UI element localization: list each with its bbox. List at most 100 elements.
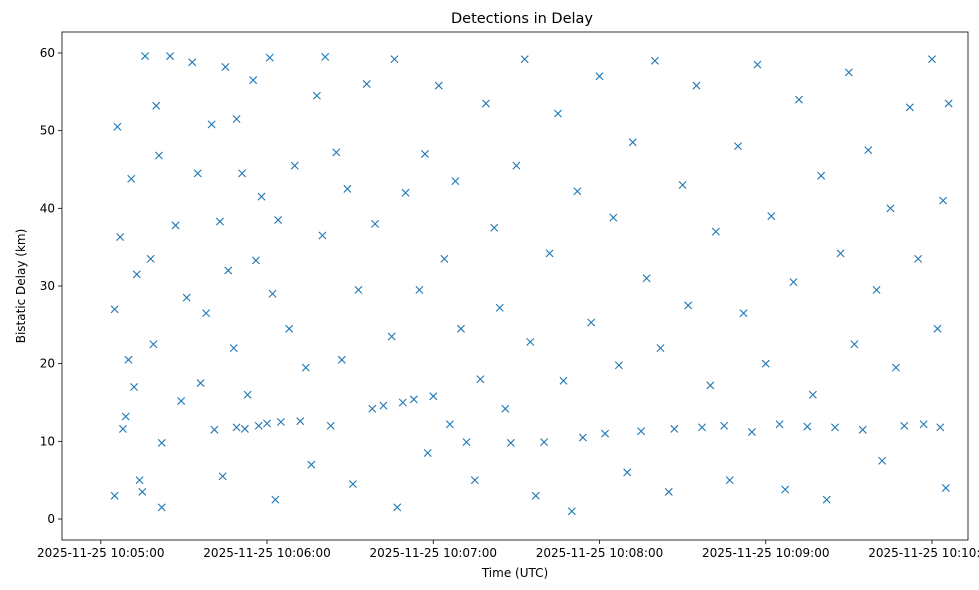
x-tick-label: 2025-11-25 10:07:00	[370, 546, 497, 560]
data-point	[844, 68, 853, 77]
data-point	[232, 115, 241, 123]
data-point	[462, 438, 471, 447]
data-point	[240, 424, 249, 433]
plot-frame	[61, 31, 969, 541]
data-point	[939, 196, 948, 205]
data-point	[927, 55, 936, 64]
data-point	[401, 188, 410, 197]
data-point	[831, 423, 839, 432]
data-point	[429, 392, 438, 401]
data-point	[154, 151, 163, 160]
data-point	[290, 161, 299, 170]
data-point	[678, 181, 687, 190]
data-point	[850, 340, 859, 349]
data-point	[795, 95, 803, 104]
data-point	[747, 428, 756, 437]
data-point	[506, 438, 515, 447]
data-point	[490, 223, 499, 232]
data-point	[451, 177, 460, 186]
data-point	[268, 289, 277, 298]
data-point	[157, 503, 166, 512]
data-point	[864, 146, 873, 155]
y-tick-label: 20	[40, 357, 55, 371]
data-point	[124, 355, 133, 364]
data-point	[526, 337, 535, 346]
data-point	[670, 424, 679, 433]
data-point	[836, 249, 845, 258]
data-point	[495, 303, 504, 312]
data-point	[803, 422, 812, 431]
data-point	[481, 99, 490, 108]
data-point	[775, 420, 784, 429]
data-point	[271, 495, 280, 504]
data-point	[936, 423, 945, 432]
data-point	[822, 495, 831, 504]
data-point	[171, 221, 180, 230]
data-point	[135, 476, 144, 485]
data-point	[423, 449, 432, 457]
x-tick-label: 2025-11-25 10:10:00	[868, 546, 979, 560]
data-point	[113, 122, 122, 131]
data-point	[182, 293, 191, 302]
data-point	[312, 91, 321, 100]
data-point	[321, 52, 330, 61]
data-point	[767, 212, 776, 221]
data-point	[362, 80, 371, 89]
data-point	[601, 429, 610, 438]
data-point	[141, 52, 150, 61]
data-point	[368, 404, 377, 413]
data-point	[781, 485, 790, 494]
data-point	[202, 309, 211, 318]
data-point	[905, 103, 914, 112]
data-point	[337, 355, 346, 364]
data-point	[628, 138, 637, 147]
x-axis: 2025-11-25 10:05:00 2025-11-25 10:06:00 20…	[37, 540, 979, 560]
data-point	[808, 390, 817, 399]
x-tick-label: 2025-11-25 10:06:00	[203, 546, 330, 560]
data-point	[379, 401, 388, 410]
data-point	[415, 285, 424, 294]
data-point	[573, 187, 582, 196]
data-point	[409, 395, 418, 404]
data-point	[243, 390, 252, 399]
data-point	[545, 249, 554, 258]
chart-title: Detections in Delay	[451, 11, 593, 27]
data-point	[858, 425, 867, 434]
data-point	[215, 217, 224, 226]
y-tick-label: 10	[40, 434, 55, 448]
y-axis: 0 10 20 30 40 50 60	[40, 46, 62, 526]
x-tick-label: 2025-11-25 10:05:00	[37, 546, 164, 560]
data-point	[326, 421, 335, 430]
data-point	[739, 309, 748, 318]
data-point	[567, 507, 576, 516]
data-point	[263, 419, 272, 428]
data-point	[307, 460, 316, 469]
data-point	[706, 381, 715, 390]
data-point	[540, 438, 549, 447]
data-point	[476, 375, 485, 384]
data-point	[753, 60, 762, 69]
data-point	[196, 379, 205, 388]
data-point	[318, 231, 327, 240]
y-axis-label: Bistatic Delay (km)	[14, 229, 28, 344]
data-point	[110, 491, 119, 500]
data-point	[933, 324, 942, 333]
data-point	[711, 227, 720, 236]
data-point	[207, 120, 216, 129]
x-tick-label: 2025-11-25 10:08:00	[536, 546, 663, 560]
data-point	[656, 344, 665, 353]
data-point	[761, 359, 770, 368]
data-point	[127, 174, 136, 183]
data-point	[296, 417, 305, 426]
y-tick-label: 50	[40, 124, 55, 138]
y-tick-label: 40	[40, 201, 55, 215]
data-point	[398, 398, 407, 407]
data-point	[914, 254, 923, 263]
data-point	[470, 476, 479, 485]
data-point	[121, 412, 130, 421]
data-point	[224, 266, 233, 275]
data-points	[110, 52, 953, 516]
data-point	[891, 363, 900, 372]
data-point	[132, 270, 141, 279]
